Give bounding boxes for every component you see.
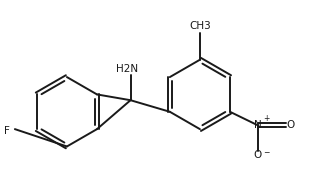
Text: +: + — [263, 114, 269, 123]
Text: CH3: CH3 — [189, 21, 211, 31]
Text: F: F — [4, 126, 10, 136]
Text: −: − — [263, 148, 269, 157]
Text: O: O — [286, 120, 295, 130]
Text: O: O — [254, 150, 262, 160]
Text: N: N — [254, 120, 261, 130]
Text: H2N: H2N — [116, 64, 139, 74]
